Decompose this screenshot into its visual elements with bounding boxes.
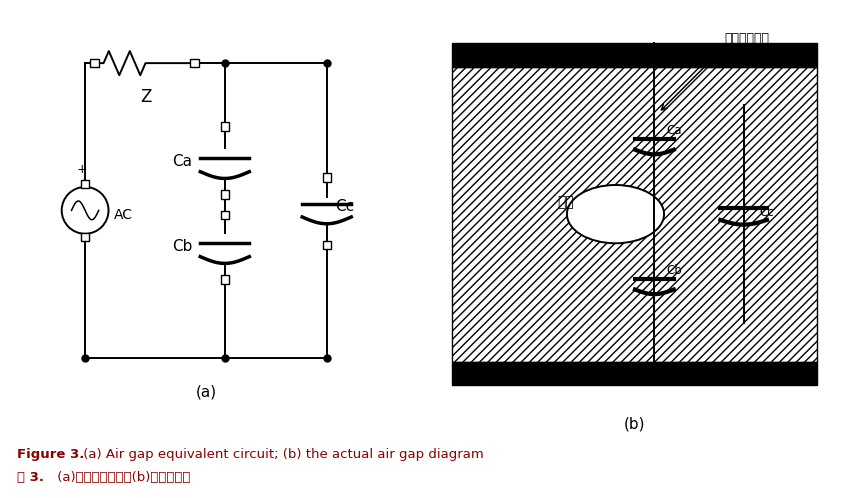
Bar: [190, 59, 199, 67]
Bar: [323, 173, 331, 182]
Text: 气隙: 气隙: [557, 196, 574, 210]
Text: Ca: Ca: [172, 154, 192, 169]
Bar: [221, 190, 229, 199]
Text: Z: Z: [140, 88, 151, 106]
Bar: [221, 275, 229, 283]
Text: Ca: Ca: [666, 124, 681, 137]
Bar: [452, 67, 818, 362]
Bar: [81, 233, 89, 241]
Text: Cb: Cb: [666, 264, 682, 277]
Text: (b): (b): [624, 416, 646, 431]
Text: Cb: Cb: [172, 239, 192, 253]
Bar: [90, 59, 99, 67]
Bar: [221, 211, 229, 220]
Text: (a) Air gap equivalent circuit; (b) the actual air gap diagram: (a) Air gap equivalent circuit; (b) the …: [79, 448, 484, 461]
Ellipse shape: [567, 185, 664, 244]
Bar: [81, 180, 89, 188]
Bar: [323, 241, 331, 249]
Text: (a)气隙等效电路；(b)实际气隙图: (a)气隙等效电路；(b)实际气隙图: [53, 471, 190, 484]
Text: 图 3.: 图 3.: [17, 471, 44, 484]
Text: Cc: Cc: [335, 199, 354, 214]
Text: +: +: [76, 163, 88, 176]
Text: (a): (a): [196, 384, 216, 399]
Text: Figure 3.: Figure 3.: [17, 448, 85, 461]
Text: Cc: Cc: [759, 206, 774, 219]
Bar: [221, 123, 229, 130]
Text: 气隙等效电路: 气隙等效电路: [724, 32, 770, 45]
Text: AC: AC: [114, 208, 133, 222]
